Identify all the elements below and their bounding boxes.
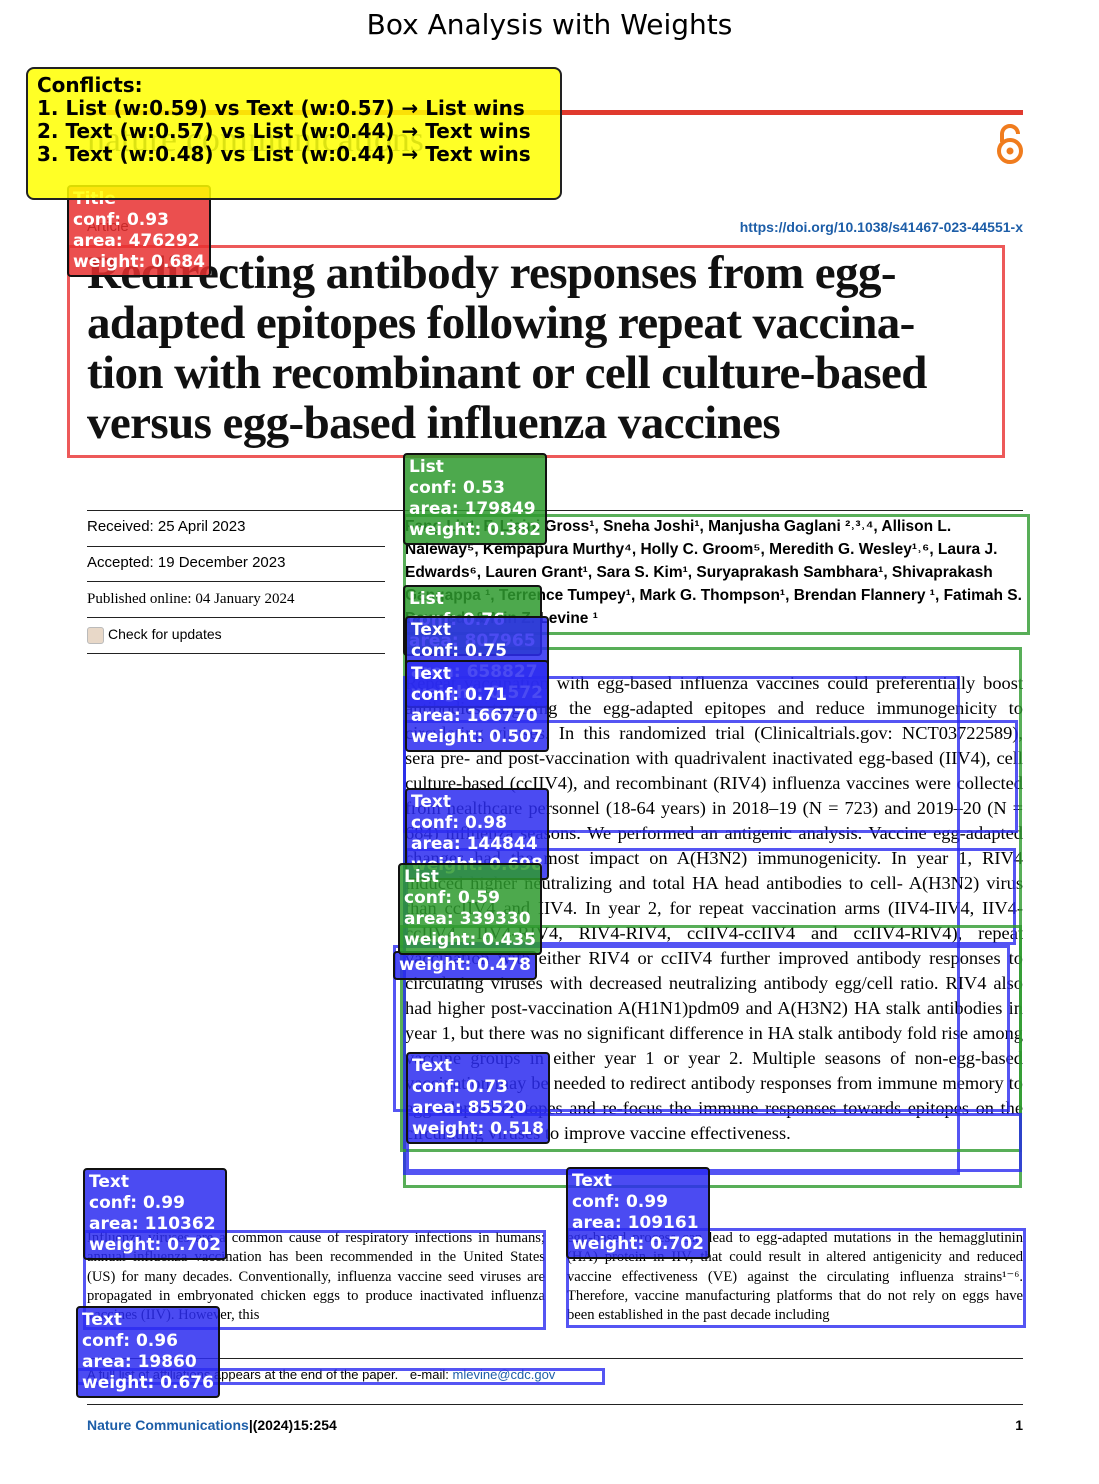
box-label: Text conf: 0.71 area: 166770 weight: 0.507: [405, 660, 549, 752]
label-line: weight: 0.382: [409, 520, 541, 540]
label-line: weight: 0.702: [89, 1235, 221, 1255]
title-line: versus egg-based influenza vaccines: [87, 397, 781, 449]
rule: [87, 1404, 1023, 1405]
title-line: Redirecting antibody responses from egg-: [87, 247, 897, 299]
label-line: conf: 0.99: [572, 1192, 668, 1212]
label-line: Text: [411, 664, 451, 684]
label-line: Text: [89, 1172, 129, 1192]
doi-link[interactable]: https://doi.org/10.1038/s41467-023-44551…: [739, 219, 1023, 235]
conflicts-panel: Conflicts: 1. List (w:0.59) vs Text (w:0…: [26, 67, 562, 200]
received-date: Received: 25 April 2023: [87, 518, 246, 535]
label-line: conf: 0.59: [404, 888, 500, 908]
label-line: conf: 0.98: [411, 813, 507, 833]
box-label: Text conf: 0.73 area: 85520 weight: 0.518: [406, 1052, 550, 1144]
figure-title: Box Analysis with Weights: [366, 8, 733, 41]
footer-citation: |(2024)15:254: [248, 1417, 337, 1433]
footer-journal: Nature Communications: [87, 1417, 249, 1433]
label-line: Text: [572, 1171, 612, 1191]
box-label: List conf: 0.59 area: 339330 weight: 0.435: [398, 863, 542, 955]
label-line: conf: 0.75: [411, 641, 507, 661]
detection-box: [566, 1228, 1026, 1328]
box-label: Text conf: 0.99 area: 110362 weight: 0.702: [83, 1168, 227, 1260]
title-line: adapted epitopes following repeat vaccin…: [87, 297, 915, 349]
conflict-item: 3. Text (w:0.48) vs List (w:0.44) → Text…: [37, 142, 531, 166]
abstract: Repeat vaccination with egg-based influe…: [405, 673, 1023, 1143]
label-line: weight: 0.702: [572, 1234, 704, 1254]
box-label: Text conf: 0.96 area: 19860 weight: 0.676: [76, 1306, 220, 1398]
label-line: area: 109161: [572, 1213, 699, 1233]
label-line: area: 339330: [404, 909, 531, 929]
published-date: Published online: 04 January 2024: [87, 591, 295, 607]
detection-box: [393, 945, 1010, 1112]
label-line: List: [409, 457, 444, 477]
detection-box: [403, 514, 1030, 635]
label-line: List: [409, 589, 444, 609]
label-line: List: [404, 867, 439, 887]
label-line: weight: 0.507: [411, 727, 543, 747]
box-label: weight: 0.478: [393, 951, 537, 980]
label-line: Text: [412, 1056, 452, 1076]
rule: [87, 510, 1023, 511]
label-line: area: 110362: [89, 1214, 216, 1234]
label-line: area: 85520: [412, 1098, 527, 1118]
accepted-date: Accepted: 19 December 2023: [87, 554, 286, 571]
detection-box: [83, 1230, 546, 1330]
label-line: conf: 0.96: [82, 1331, 178, 1351]
detection-box: [400, 925, 1022, 1152]
rule: [87, 581, 385, 582]
label-line: weight: 0.684: [73, 252, 205, 272]
footer: Nature Communications|(2024)15:254: [87, 1417, 337, 1433]
label-line: area: 19860: [82, 1352, 197, 1372]
page-number: 1: [1015, 1417, 1023, 1433]
rule: [87, 617, 385, 618]
title-line: tion with recombinant or cell culture-ba…: [87, 347, 927, 399]
label-line: conf: 0.99: [89, 1193, 185, 1213]
label-line: conf: 0.71: [411, 685, 507, 705]
label-line: conf: 0.93: [73, 210, 169, 230]
box-label: Text conf: 0.99 area: 109161 weight: 0.702: [566, 1167, 710, 1259]
conflict-item: 2. Text (w:0.57) vs List (w:0.44) → Text…: [37, 119, 531, 143]
rule: [87, 653, 385, 654]
label-line: weight: 0.676: [82, 1373, 214, 1393]
label-line: conf: 0.53: [409, 478, 505, 498]
label-line: conf: 0.73: [412, 1077, 508, 1097]
paper-title: Redirecting antibody responses from egg-…: [87, 248, 927, 448]
check-updates[interactable]: Check for updates: [108, 626, 222, 642]
label-line: Text: [411, 620, 451, 640]
conflict-item: 1. List (w:0.59) vs Text (w:0.57) → List…: [37, 96, 525, 120]
rule: [87, 1358, 1023, 1359]
rule: [87, 546, 385, 547]
update-icon: [87, 627, 104, 644]
label-line: weight: 0.435: [404, 930, 536, 950]
label-line: weight: 0.518: [412, 1119, 544, 1139]
label-line: area: 179849: [409, 499, 536, 519]
detection-box: [403, 720, 1018, 833]
label-line: area: 166770: [411, 706, 538, 726]
conflicts-heading: Conflicts:: [37, 73, 143, 97]
box-label: List conf: 0.53 area: 179849 weight: 0.382: [403, 453, 547, 545]
label-line: area: 144844: [411, 834, 538, 854]
label-line: weight: 0.478: [399, 955, 531, 975]
label-line: Text: [411, 792, 451, 812]
label-line: Text: [82, 1310, 122, 1330]
open-access-icon: [997, 124, 1023, 164]
label-line: area: 476292: [73, 231, 200, 251]
